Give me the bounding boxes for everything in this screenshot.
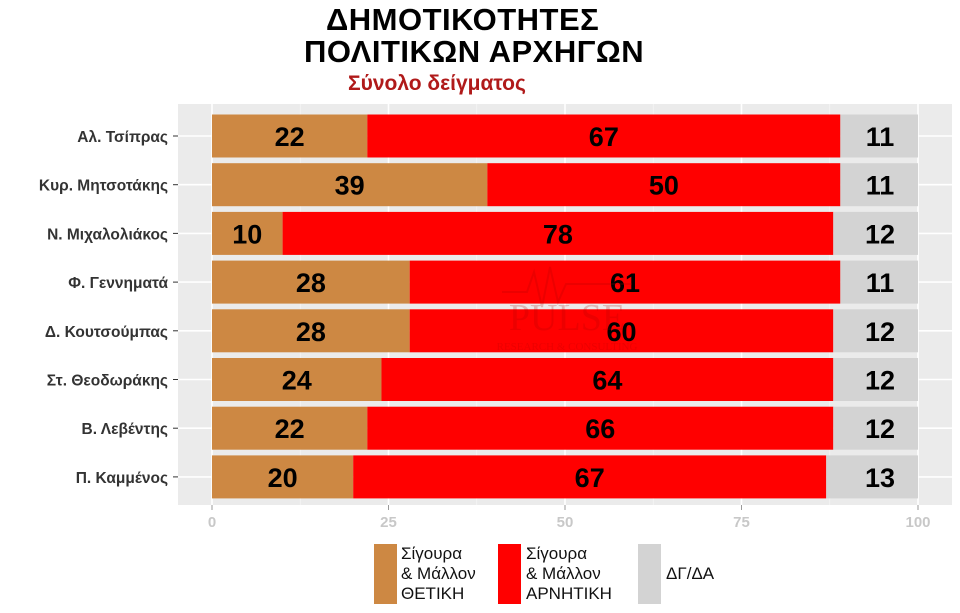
legend-label: ΔΓ/ΔΑ (666, 564, 715, 583)
bar-segment (833, 211, 918, 255)
bar-segment (367, 114, 841, 158)
x-tick-label: 0 (208, 514, 216, 531)
bar-segment (212, 309, 410, 353)
chart-title-line-2: ΠΟΛΙΤΙΚΩΝ ΑΡΧΗΓΩΝ (304, 34, 645, 69)
bar-segment (487, 163, 841, 207)
bar-value-label: 11 (866, 268, 895, 298)
bar-value-label: 39 (335, 171, 365, 201)
bar-segment (212, 260, 410, 304)
bar-segment (212, 163, 488, 207)
bar-value-label: 11 (866, 171, 895, 201)
bar-value-label: 67 (575, 463, 605, 493)
bar-segment (212, 114, 368, 158)
legend: Σίγουρα & Μάλλον ΘΕΤΙΚΗ Σίγουρα & Μάλλον … (374, 544, 734, 606)
bar-value-label: 22 (275, 122, 305, 152)
bar-value-label: 28 (296, 317, 326, 347)
bar-segment (212, 358, 382, 401)
bar-segment (212, 455, 354, 499)
bar-value-label: 12 (865, 219, 895, 249)
bar-segment (353, 455, 827, 499)
x-tick-label: 50 (557, 514, 574, 531)
legend-label: Σίγουρα & Μάλλον ΘΕΤΙΚΗ (401, 544, 476, 603)
bar-value-label: 78 (543, 219, 573, 249)
y-tick-label: Δ. Κουτσούμπας (45, 324, 168, 341)
x-tick-label: 75 (733, 514, 750, 531)
y-tick-label: Κυρ. Μητσοτάκης (39, 178, 168, 195)
bar-segment (409, 260, 841, 304)
x-tick-label: 25 (380, 514, 397, 531)
y-tick-label: Στ. Θεοδωράκης (47, 373, 168, 390)
chart-subtitle: Σύνολο δείγματος (348, 72, 526, 95)
bar-value-label: 10 (232, 219, 262, 249)
bar-value-label: 67 (589, 122, 619, 152)
bar-value-label: 24 (282, 366, 312, 396)
bar-segment (840, 163, 918, 207)
bar-segment (212, 406, 368, 450)
y-tick-label: Ν. Μιχαλολιάκος (47, 226, 168, 243)
bar-segment (833, 406, 918, 450)
bar-value-label: 13 (865, 463, 895, 493)
bar-value-label: 22 (275, 414, 305, 444)
title-block: ΔΗΜΟΤΙΚΟΤΗΤΕΣ ΠΟΛΙΤΙΚΩΝ ΑΡΧΗΓΩΝ Σύνολο δ… (0, 0, 960, 100)
bar-value-label: 61 (610, 268, 640, 298)
bar-value-label: 20 (268, 463, 298, 493)
bar-segment (409, 309, 834, 353)
bar-value-label: 11 (866, 122, 895, 152)
bar-segment (840, 260, 918, 304)
bar-value-label: 60 (606, 317, 636, 347)
y-tick-label: Β. Λεβέντης (82, 421, 168, 438)
legend-swatch (374, 544, 397, 604)
bar-segment (381, 358, 834, 401)
bar-value-label: 28 (296, 268, 326, 298)
bar-segment (367, 406, 834, 450)
bar-value-label: 66 (585, 414, 615, 444)
bar-value-label: 50 (649, 171, 679, 201)
bar-value-label: 12 (865, 366, 895, 396)
bar-segment (833, 358, 918, 401)
bar-value-label: 12 (865, 317, 895, 347)
chart-title-line-1: ΔΗΜΟΤΙΚΟΤΗΤΕΣ (326, 2, 600, 37)
y-tick-label: Φ. Γεννηματά (68, 275, 168, 292)
bar-value-label: 64 (592, 366, 622, 396)
bar-value-label: 12 (865, 414, 895, 444)
y-tick-label: Αλ. Τσίπρας (77, 129, 168, 146)
legend-swatch (638, 544, 661, 604)
bar-segment (212, 211, 283, 255)
bar-segment (840, 114, 918, 158)
bar-segment (826, 455, 918, 499)
bar-segment (833, 309, 918, 353)
bar-segment (282, 211, 834, 255)
legend-label: Σίγουρα & Μάλλον ΑΡΝΗΤΙΚΗ (526, 544, 612, 603)
x-tick-label: 100 (905, 514, 930, 531)
legend-swatch (498, 544, 521, 604)
y-tick-label: Π. Καμμένος (76, 470, 168, 487)
